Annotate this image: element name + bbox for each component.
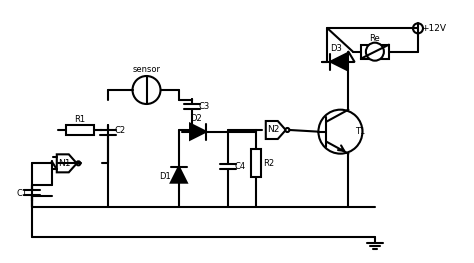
Circle shape [285,128,290,132]
Polygon shape [266,121,286,139]
Bar [251,149,261,177]
Circle shape [366,43,384,61]
Polygon shape [330,54,346,70]
Text: C4: C4 [235,162,246,171]
Text: C3: C3 [198,102,210,111]
Text: R2: R2 [263,159,274,168]
Circle shape [413,23,423,33]
Text: Re: Re [370,34,380,43]
Text: D3: D3 [330,44,342,53]
Bar [66,125,94,135]
Text: D1: D1 [159,172,171,181]
Text: +12V: +12V [421,24,447,33]
Circle shape [76,161,81,165]
Circle shape [133,76,161,104]
Text: D2: D2 [190,114,202,123]
Text: sensor: sensor [133,65,161,74]
Polygon shape [190,124,206,140]
Circle shape [319,110,363,154]
Text: N1: N1 [59,159,71,168]
Polygon shape [57,154,77,172]
Text: N2: N2 [268,125,280,134]
Bar [361,45,389,59]
Text: T1: T1 [356,127,365,136]
Text: C2: C2 [114,126,125,135]
Text: R1: R1 [74,114,85,124]
Text: C1: C1 [17,189,28,198]
Polygon shape [171,167,187,183]
